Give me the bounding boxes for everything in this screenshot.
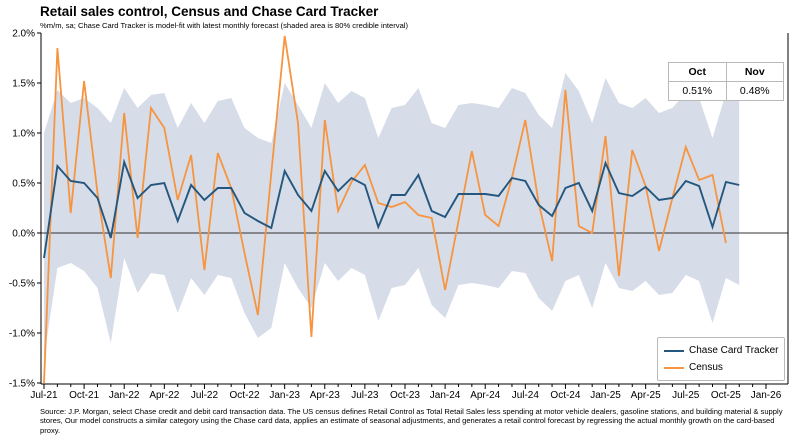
x-tick-label: Oct-22 (230, 390, 260, 401)
x-tick-label: Oct-24 (550, 390, 580, 401)
chase-line-swatch (664, 349, 684, 352)
chart-title: Retail sales control, Census and Chase C… (40, 4, 379, 19)
source-note: Source: J.P. Morgan, select Chase credit… (40, 407, 783, 435)
chart-subtitle: %m/m, sa; Chase Card Tracker is model-fi… (40, 21, 409, 30)
forecast-table: Oct Nov 0.51% 0.48% (668, 62, 784, 101)
credible-interval-band (44, 73, 740, 358)
x-tick-label: Oct-21 (69, 390, 99, 401)
census-line-swatch (664, 366, 684, 369)
forecast-table-col-oct: Oct (668, 62, 727, 82)
chart-legend: Chase Card Tracker Census (657, 337, 785, 381)
y-tick-label: 0.5% (12, 179, 35, 190)
x-tick-label: Apr-24 (470, 390, 500, 401)
y-tick-label: 1.5% (12, 79, 35, 90)
x-tick-label: Apr-25 (631, 390, 661, 401)
y-tick-label: 0.0% (12, 229, 35, 240)
y-tick-label: 1.0% (12, 129, 35, 140)
x-tick-label: Apr-22 (149, 390, 179, 401)
x-tick-label: Jan-23 (269, 390, 300, 401)
census-line (43, 35, 727, 384)
x-tick-label: Jan-24 (430, 390, 461, 401)
forecast-value-nov: 0.48% (725, 81, 784, 101)
x-tick-label: Jan-26 (751, 390, 782, 401)
x-tick-label: Jan-22 (109, 390, 140, 401)
legend-item-census: Census (664, 359, 778, 376)
forecast-table-col-nov: Nov (725, 62, 784, 82)
y-tick-label: -0.5% (9, 279, 35, 290)
y-tick-label: 2.0% (12, 29, 35, 40)
x-tick-label: Oct-25 (711, 390, 741, 401)
x-tick-label: Jan-25 (590, 390, 621, 401)
forecast-value-oct: 0.51% (668, 81, 727, 101)
legend-label-chase: Chase Card Tracker (689, 345, 779, 356)
x-tick-label: Jul-23 (351, 390, 379, 401)
legend-label-census: Census (689, 362, 723, 373)
x-tick-label: Jul-22 (191, 390, 219, 401)
y-tick-label: -1.0% (9, 329, 35, 340)
x-tick-label: Jul-24 (512, 390, 540, 401)
x-tick-label: Apr-23 (310, 390, 340, 401)
legend-item-chase: Chase Card Tracker (664, 342, 778, 359)
x-tick-label: Jul-25 (672, 390, 700, 401)
chase-card-tracker-line (43, 158, 740, 259)
x-tick-label: Jul-21 (30, 390, 58, 401)
y-tick-label: -1.5% (9, 379, 35, 390)
x-tick-label: Oct-23 (390, 390, 420, 401)
